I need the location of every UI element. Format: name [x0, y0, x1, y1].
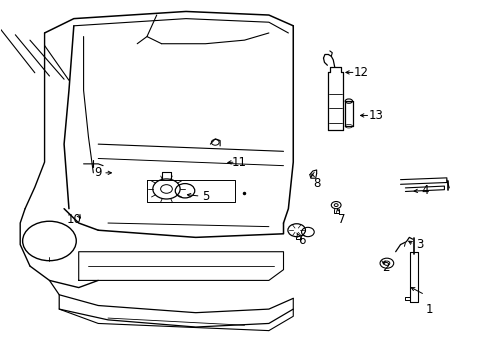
Text: 13: 13 — [368, 109, 383, 122]
Text: 5: 5 — [202, 190, 209, 203]
Text: 12: 12 — [353, 66, 368, 79]
Text: 10: 10 — [66, 213, 81, 226]
Text: 4: 4 — [420, 184, 428, 197]
Text: 11: 11 — [232, 156, 246, 168]
Text: 8: 8 — [312, 177, 320, 190]
Text: 2: 2 — [382, 261, 389, 274]
Text: 1: 1 — [425, 303, 433, 316]
Text: 6: 6 — [298, 234, 305, 247]
Text: 7: 7 — [338, 213, 345, 226]
Text: 3: 3 — [415, 238, 423, 251]
Text: 9: 9 — [94, 166, 102, 179]
